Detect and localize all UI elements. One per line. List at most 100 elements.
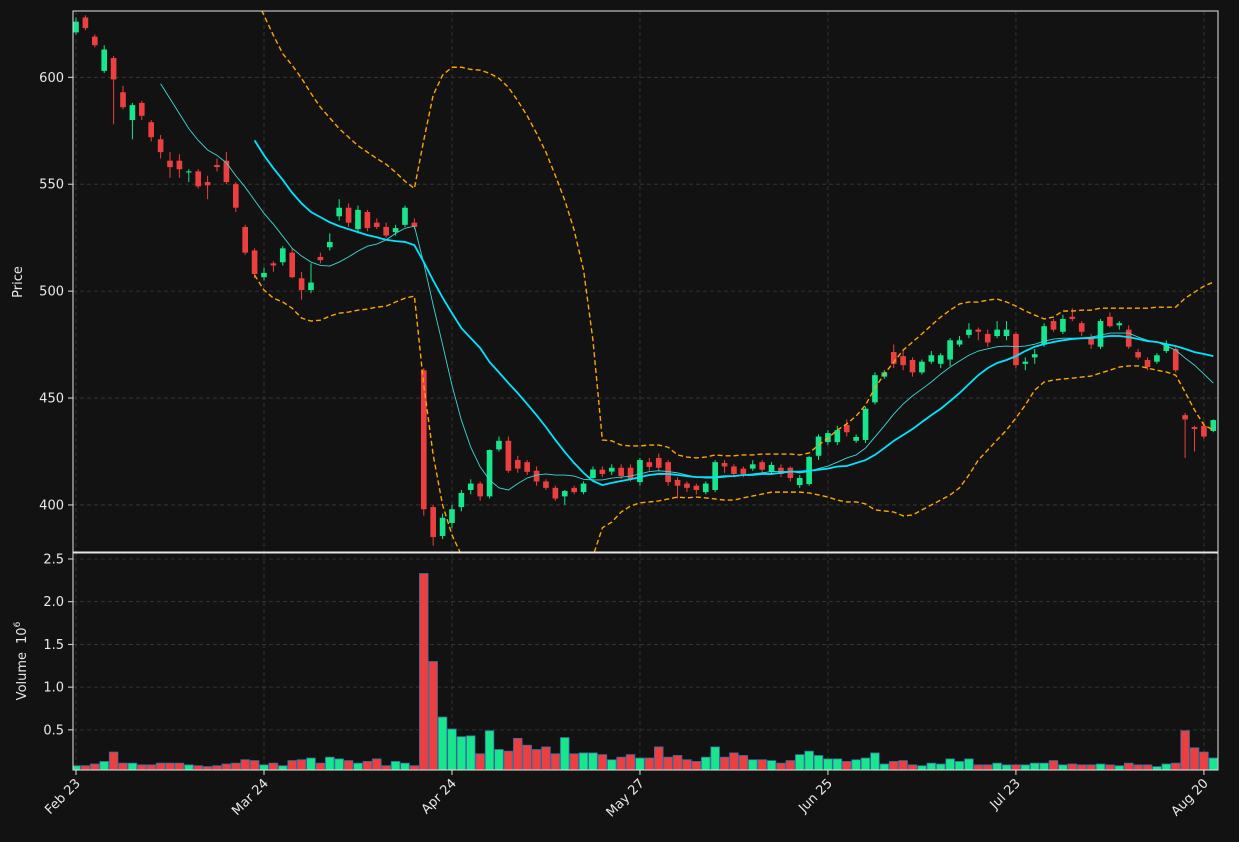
candle-body	[91, 36, 98, 46]
volume-bar	[80, 765, 91, 770]
candle-body	[185, 171, 192, 173]
volume-bar	[569, 753, 579, 770]
y-tick-label: 450	[39, 392, 64, 407]
y-tick-label: 2.5	[43, 552, 64, 567]
volume-bar	[597, 754, 608, 770]
volume-bar	[860, 757, 871, 770]
candle-body	[138, 102, 145, 116]
candle-body	[1050, 321, 1057, 330]
volume-bar	[390, 761, 401, 770]
volume-bar	[146, 764, 156, 770]
candle-body	[618, 467, 624, 477]
candle-body	[731, 466, 737, 474]
candle-body	[214, 164, 220, 168]
volume-bar	[804, 750, 814, 770]
volume-bar	[184, 764, 194, 770]
volume-bar	[259, 764, 269, 770]
candle-body	[1097, 321, 1104, 347]
candle-body	[928, 355, 935, 362]
volume-bar	[484, 730, 495, 770]
candle-body	[966, 329, 972, 335]
volume-bar	[672, 755, 683, 770]
volume-bar	[1086, 764, 1096, 770]
volume-bar	[1048, 760, 1059, 770]
volume-bar	[353, 762, 363, 770]
volume-bar	[296, 759, 307, 770]
volume-bar	[475, 753, 485, 770]
candle-body	[655, 457, 662, 468]
candle-body	[355, 209, 361, 230]
candle-body	[1088, 338, 1094, 345]
candle-body	[552, 487, 559, 499]
candle-body	[561, 491, 568, 497]
volume-bar	[926, 762, 937, 770]
candle-body	[148, 122, 155, 138]
volume-bar	[973, 764, 984, 770]
candle-body	[1154, 355, 1160, 362]
candle-body	[1078, 323, 1085, 332]
candle-body	[467, 483, 474, 490]
volume-bar	[644, 757, 655, 770]
volume-bar	[1133, 764, 1143, 770]
candle-body	[477, 483, 483, 497]
candle-body	[486, 450, 493, 497]
volume-bar	[409, 765, 420, 770]
price-frame	[72, 10, 1219, 553]
candle-body	[1022, 361, 1029, 364]
volume-bar	[1105, 764, 1115, 770]
y-tick-label: 550	[39, 178, 64, 193]
candle-body	[1163, 344, 1170, 351]
candle-body	[919, 361, 925, 373]
candle-body	[1003, 329, 1010, 337]
volume-bar	[466, 735, 476, 770]
candle-body	[599, 469, 606, 474]
candle-body	[82, 17, 89, 29]
y-tick-label: 500	[39, 285, 64, 300]
volume-bar	[193, 765, 203, 770]
candle-body	[796, 478, 803, 486]
candle-body	[505, 440, 512, 471]
volume-bar	[343, 760, 354, 770]
y-axis-label: Volume 106	[13, 621, 30, 700]
y-scale-base: 10	[15, 627, 30, 644]
volume-marks	[73, 573, 1218, 770]
candle-body	[402, 207, 408, 225]
candle-body	[1013, 333, 1019, 366]
candle-body	[1125, 329, 1132, 347]
volume-bar	[738, 755, 749, 770]
candle-body	[345, 207, 352, 223]
volume-bar	[616, 756, 626, 770]
y-axis-title: Volume	[15, 652, 30, 700]
volume-bar	[1123, 762, 1134, 770]
candle-body	[1041, 326, 1047, 345]
volume-bar	[1029, 762, 1040, 770]
indicator-line	[261, 11, 1214, 459]
candle-body	[759, 462, 765, 470]
volume-bar	[165, 762, 175, 770]
candle-body	[430, 507, 436, 538]
candle-body	[101, 49, 108, 71]
candle-body	[843, 424, 850, 433]
candle-body	[740, 468, 747, 474]
volume-bar	[155, 762, 166, 770]
candle-body	[1116, 323, 1123, 326]
volume-bar	[306, 757, 316, 770]
candle-body	[223, 160, 230, 183]
volume-bar	[503, 750, 514, 770]
candle-body	[110, 58, 117, 80]
volume-bar	[456, 736, 467, 770]
candle-body	[308, 282, 314, 291]
candle-body	[749, 464, 756, 469]
volume-bar	[287, 760, 297, 770]
volume-bar	[419, 573, 429, 770]
candle-body	[204, 182, 211, 186]
candle-body	[580, 483, 587, 493]
volume-bar	[842, 761, 852, 770]
candle-body	[702, 483, 709, 493]
volume-bar	[757, 759, 767, 770]
volume-bar	[494, 749, 504, 770]
volume-frame	[72, 552, 1219, 771]
candle-body	[712, 462, 718, 490]
volume-bar	[691, 761, 702, 770]
